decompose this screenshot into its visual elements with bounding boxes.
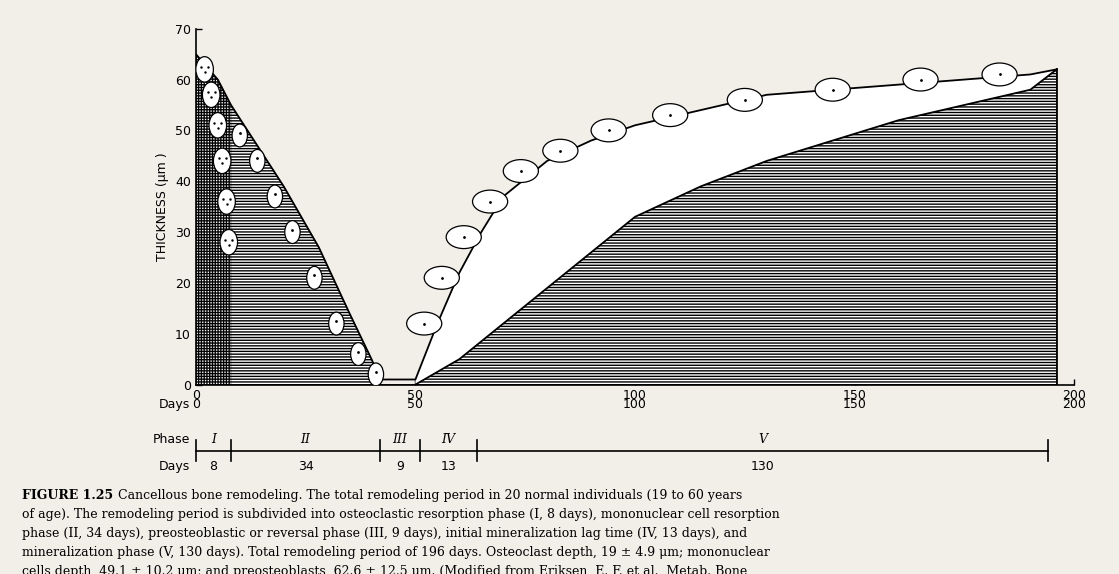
Ellipse shape — [209, 113, 226, 138]
Ellipse shape — [446, 226, 481, 249]
Ellipse shape — [267, 185, 283, 208]
Polygon shape — [415, 69, 1056, 385]
Text: 34: 34 — [298, 460, 313, 472]
Y-axis label: THICKNESS (μm ): THICKNESS (μm ) — [157, 152, 169, 261]
Text: 100: 100 — [623, 398, 647, 411]
Text: 50: 50 — [407, 398, 423, 411]
Ellipse shape — [203, 82, 220, 107]
Text: mineralization phase (V, 130 days). Total remodeling period of 196 days. Osteocl: mineralization phase (V, 130 days). Tota… — [22, 546, 770, 559]
Ellipse shape — [284, 220, 300, 243]
Text: of age). The remodeling period is subdivided into osteoclastic resorption phase : of age). The remodeling period is subdiv… — [22, 508, 780, 521]
Ellipse shape — [220, 230, 237, 255]
Text: Days: Days — [159, 398, 190, 411]
Ellipse shape — [218, 189, 235, 214]
Ellipse shape — [504, 160, 538, 183]
Ellipse shape — [652, 104, 688, 127]
Text: IV: IV — [441, 433, 455, 445]
Ellipse shape — [350, 343, 366, 366]
Ellipse shape — [982, 63, 1017, 86]
Text: phase (II, 34 days), preosteoblastic or reversal phase (III, 9 days), initial mi: phase (II, 34 days), preosteoblastic or … — [22, 527, 747, 540]
Text: cells depth, 49.1 ± 10.2 μm; and preosteoblasts, 62.6 ± 12.5 μm. (Modified from : cells depth, 49.1 ± 10.2 μm; and preoste… — [22, 565, 747, 574]
Text: I: I — [210, 433, 216, 445]
Text: FIGURE 1.25: FIGURE 1.25 — [22, 489, 113, 502]
Ellipse shape — [424, 266, 460, 289]
Text: 150: 150 — [843, 398, 866, 411]
Ellipse shape — [903, 68, 938, 91]
Text: 130: 130 — [751, 460, 774, 472]
Text: 9: 9 — [396, 460, 404, 472]
Ellipse shape — [406, 312, 442, 335]
Ellipse shape — [815, 78, 850, 101]
Text: Phase: Phase — [153, 433, 190, 445]
Text: 200: 200 — [1062, 398, 1087, 411]
Ellipse shape — [329, 312, 344, 335]
Ellipse shape — [543, 139, 577, 162]
Polygon shape — [415, 69, 1056, 385]
Ellipse shape — [250, 149, 265, 172]
Text: V: V — [758, 433, 767, 445]
Text: Days: Days — [159, 460, 190, 472]
Ellipse shape — [727, 88, 762, 111]
Text: Cancellous bone remodeling. The total remodeling period in 20 normal individuals: Cancellous bone remodeling. The total re… — [106, 489, 743, 502]
Ellipse shape — [368, 363, 384, 386]
Ellipse shape — [472, 190, 508, 213]
Ellipse shape — [232, 124, 247, 147]
Ellipse shape — [591, 119, 627, 142]
Text: III: III — [393, 433, 407, 445]
Ellipse shape — [214, 148, 231, 173]
Polygon shape — [196, 54, 380, 385]
Text: 8: 8 — [209, 460, 217, 472]
Text: II: II — [301, 433, 311, 445]
Ellipse shape — [307, 266, 322, 289]
Ellipse shape — [196, 57, 214, 82]
Text: 13: 13 — [441, 460, 457, 472]
Text: 0: 0 — [191, 398, 200, 411]
